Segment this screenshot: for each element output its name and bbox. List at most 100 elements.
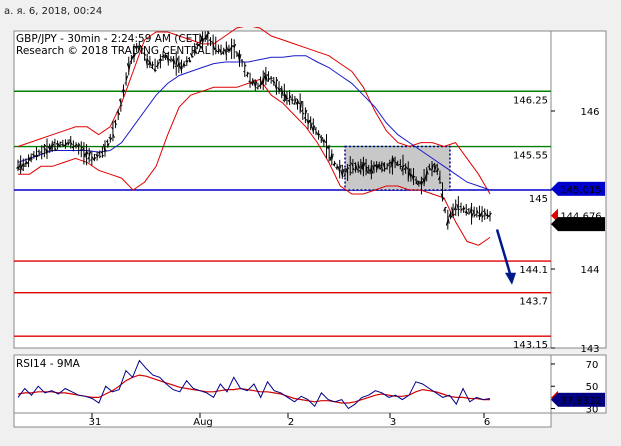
price-bar-open bbox=[263, 72, 267, 81]
price-bar-close bbox=[370, 166, 374, 174]
price-bar-open bbox=[295, 101, 298, 106]
price-bar-open bbox=[358, 169, 362, 173]
x-tick-label: Aug bbox=[193, 417, 213, 428]
price-bar-open bbox=[329, 153, 333, 161]
price-bar-open bbox=[198, 43, 201, 47]
price-bar-open bbox=[221, 51, 225, 54]
price-bar-close bbox=[339, 164, 342, 170]
price-bar-open bbox=[118, 99, 122, 103]
price-bar-open bbox=[361, 161, 364, 172]
rsi-line bbox=[17, 359, 491, 410]
price-bar-close bbox=[220, 52, 223, 55]
price-bar-close bbox=[75, 143, 78, 146]
price-bar-close bbox=[268, 78, 271, 80]
price-bar-open bbox=[406, 167, 409, 170]
price-bar-close bbox=[273, 81, 276, 84]
price-bar-close bbox=[452, 213, 456, 217]
price-bar-close bbox=[54, 147, 57, 151]
price-bar-open bbox=[261, 77, 264, 86]
price-bar-close bbox=[33, 154, 36, 158]
price-bar-close bbox=[36, 154, 39, 158]
price-bar-open bbox=[95, 153, 98, 157]
price-bar-close bbox=[183, 63, 187, 67]
rsi-y-tick-label: 70 bbox=[586, 360, 599, 371]
price-bar-close bbox=[341, 168, 345, 177]
price-bar-open bbox=[190, 53, 193, 58]
price-bar-open bbox=[166, 54, 169, 63]
price-bar-open bbox=[364, 162, 367, 165]
price-bar-open bbox=[477, 214, 480, 218]
price-bar-close bbox=[191, 55, 194, 58]
price-bar-close bbox=[355, 163, 358, 170]
price-bar-open bbox=[335, 166, 338, 170]
price-bar-close bbox=[442, 197, 445, 201]
price-bar-open bbox=[103, 143, 106, 153]
price-bar-open bbox=[382, 162, 386, 168]
price-bar-open bbox=[129, 60, 132, 63]
price-bar-close bbox=[315, 131, 318, 134]
price-bar-open bbox=[108, 136, 111, 139]
price-bar-close bbox=[247, 72, 250, 75]
price-bar-close bbox=[49, 144, 52, 151]
chart-title: GBP/JPY - 30min - 2:24:59 AM (CET) bbox=[16, 33, 203, 45]
price-bar-open bbox=[456, 203, 459, 210]
price-bar-open bbox=[480, 210, 483, 217]
price-bar-close bbox=[104, 149, 107, 152]
price-bar-close bbox=[22, 163, 26, 167]
price-bar-close bbox=[51, 143, 55, 148]
price-bar-open bbox=[319, 136, 322, 139]
price-bar-open bbox=[282, 99, 285, 102]
price-bar-open bbox=[371, 165, 375, 171]
price-bar-open bbox=[116, 110, 119, 113]
price-bar-open bbox=[250, 81, 254, 86]
price-bar-open bbox=[134, 46, 138, 50]
price-bar-open bbox=[81, 147, 85, 151]
price-marker-pointer bbox=[551, 181, 558, 196]
price-bar-open bbox=[169, 59, 172, 62]
price-bar-open bbox=[87, 156, 90, 160]
price-bar-open bbox=[337, 166, 341, 173]
price-bar-close bbox=[352, 167, 355, 171]
price-bar-open bbox=[113, 120, 116, 123]
price-bar-open bbox=[451, 207, 454, 216]
price-bar-open bbox=[443, 207, 446, 212]
rsi-marker-pointer bbox=[551, 392, 558, 407]
price-bar-open bbox=[287, 99, 291, 103]
price-bar-open bbox=[422, 177, 425, 183]
price-bar-close bbox=[365, 165, 369, 174]
price-bar-close bbox=[67, 141, 71, 146]
rsi-y-tick-label: 30 bbox=[586, 405, 599, 416]
price-bar-open bbox=[226, 48, 230, 53]
price-bar-open bbox=[208, 38, 211, 42]
price-bar-close bbox=[436, 168, 440, 172]
price-bar-close bbox=[281, 88, 284, 97]
price-bar-open bbox=[345, 168, 349, 174]
price-bar-open bbox=[300, 109, 304, 112]
price-bar-open bbox=[248, 80, 251, 83]
price-bar-open bbox=[411, 175, 415, 181]
price-bar-close bbox=[447, 216, 450, 224]
price-bar-close bbox=[186, 59, 189, 64]
price-bar-close bbox=[199, 39, 202, 43]
price-bar-open bbox=[105, 140, 108, 143]
price-bar-close bbox=[57, 143, 60, 147]
price-bar-close bbox=[426, 169, 429, 175]
price-bar-close bbox=[25, 160, 28, 165]
price-bar-open bbox=[29, 156, 32, 161]
x-tick-label: 2 bbox=[288, 417, 294, 428]
level-label: 144.1 bbox=[519, 265, 548, 276]
price-bar-open bbox=[327, 145, 330, 150]
level-label: 145 bbox=[529, 194, 548, 205]
price-bar-open bbox=[408, 172, 412, 178]
price-bar-open bbox=[321, 139, 325, 143]
price-bar-close bbox=[481, 215, 485, 218]
price-bar-close bbox=[278, 88, 281, 92]
price-bar-open bbox=[126, 63, 130, 69]
price-bar-close bbox=[138, 44, 142, 51]
price-bar-open bbox=[284, 94, 288, 101]
price-bar-close bbox=[486, 213, 490, 218]
price-bar-close bbox=[125, 75, 129, 81]
price-bar-close bbox=[460, 208, 463, 211]
price-bar-close bbox=[307, 119, 311, 125]
price-bar-close bbox=[86, 150, 89, 155]
